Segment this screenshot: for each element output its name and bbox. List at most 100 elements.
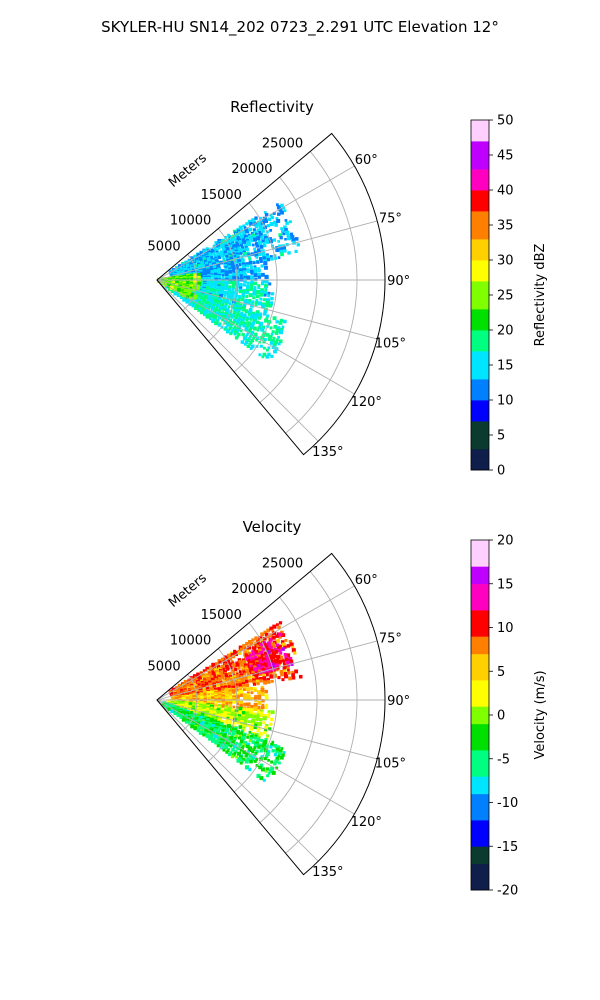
- azimuth-tick-label: 75°: [379, 631, 402, 646]
- colorbar-tick-label: -20: [497, 884, 518, 899]
- colorbar-tick-label: 15: [497, 577, 514, 592]
- colorbar-level: [471, 246, 489, 254]
- azimuth-spoke: [156, 279, 355, 395]
- colorbar-level: [471, 400, 489, 408]
- colorbar-tick-label: 40: [497, 184, 514, 199]
- colorbar-level: [471, 260, 489, 268]
- colorbar: -20 -15 -10 -5 0 5 10 15 20 Velocity (m/s): [470, 534, 548, 899]
- colorbar-tick-label: 5: [497, 429, 505, 444]
- colorbar-level: [471, 872, 489, 882]
- colorbar-level: [471, 776, 489, 786]
- colorbar-level: [471, 653, 489, 663]
- colorbar-level: [471, 463, 489, 471]
- colorbar-level: [471, 723, 489, 733]
- colorbar-level: [471, 863, 489, 873]
- colorbar-tick-label: 15: [497, 359, 514, 374]
- colorbar-level: [471, 610, 489, 620]
- colorbar-level: [471, 575, 489, 585]
- range-ring: [208, 228, 238, 342]
- polar-frame: [156, 552, 386, 876]
- colorbar-tick-label: 30: [497, 254, 514, 269]
- colorbar-level: [471, 732, 489, 742]
- range-tick-label: 20000: [231, 582, 272, 597]
- colorbar-level: [471, 645, 489, 655]
- colorbar-tick-label: 45: [497, 149, 514, 164]
- range-ring: [259, 596, 318, 823]
- colorbar-tick-label: 20: [497, 324, 514, 339]
- colorbar-level: [471, 379, 489, 387]
- azimuth-tick-label: 60°: [355, 153, 378, 168]
- colorbar-level: [471, 393, 489, 401]
- azimuth-tick-label: 105°: [375, 337, 406, 352]
- colorbar-level: [471, 855, 489, 865]
- panel-title: Velocity: [243, 518, 302, 536]
- range-tick-label: 5000: [148, 239, 181, 254]
- colorbar-level: [471, 134, 489, 142]
- colorbar-level: [471, 881, 489, 891]
- colorbar-level: [471, 337, 489, 345]
- colorbar-tick-label: 35: [497, 219, 514, 234]
- colorbar-level: [471, 421, 489, 429]
- azimuth-tick-label: 120°: [351, 395, 382, 410]
- colorbar-level: [471, 741, 489, 751]
- colorbar-level: [471, 435, 489, 443]
- colorbar-level: [471, 662, 489, 672]
- colorbar-level: [471, 127, 489, 135]
- colorbar-level: [471, 232, 489, 240]
- range-axis-label: Meters: [166, 151, 210, 191]
- colorbar-level: [471, 540, 489, 550]
- colorbar-level: [471, 295, 489, 303]
- colorbar-level: [471, 372, 489, 380]
- colorbar-level: [471, 288, 489, 296]
- colorbar-level: [471, 548, 489, 558]
- azimuth-tick-label: 135°: [312, 445, 343, 460]
- colorbar-level: [471, 225, 489, 233]
- colorbar-level: [471, 442, 489, 450]
- colorbar-level: [471, 750, 489, 760]
- colorbar-level: [471, 601, 489, 611]
- azimuth-tick-label: 60°: [355, 573, 378, 588]
- colorbar-level: [471, 407, 489, 415]
- colorbar: 0 5 10 15 20 25 30 35 40 45 50 Reflectivity dBZ: [470, 114, 548, 479]
- colorbar-label: Reflectivity dBZ: [533, 244, 548, 347]
- colorbar-tick-label: 50: [497, 114, 514, 129]
- reflectivity-panel: Reflectivity60°75°90°105°120°135°5000100…: [148, 98, 548, 479]
- colorbar-level: [471, 583, 489, 593]
- colorbar-level: [471, 197, 489, 205]
- azimuth-spoke: [156, 585, 355, 701]
- range-ring: [285, 151, 358, 434]
- colorbar-tick-label: -15: [497, 840, 518, 855]
- colorbar-level: [471, 358, 489, 366]
- azimuth-spoke: [156, 279, 378, 340]
- colorbar-level: [471, 566, 489, 576]
- panel-title: Reflectivity: [230, 98, 314, 116]
- colorbar-level: [471, 785, 489, 795]
- range-ring: [233, 622, 278, 793]
- colorbar-level: [471, 557, 489, 567]
- colorbar-level: [471, 592, 489, 602]
- range-tick-label: 25000: [262, 136, 303, 151]
- range-tick-label: 25000: [262, 556, 303, 571]
- range-tick-label: 10000: [170, 214, 211, 229]
- colorbar-tick-label: 10: [497, 394, 514, 409]
- colorbar-level: [471, 344, 489, 352]
- colorbar-level: [471, 155, 489, 163]
- colorbar-level: [471, 141, 489, 149]
- colorbar-tick-label: -10: [497, 796, 518, 811]
- colorbar-tick-label: 20: [497, 534, 514, 549]
- colorbar-tick-label: 10: [497, 621, 514, 636]
- colorbar-level: [471, 120, 489, 128]
- colorbar-level: [471, 456, 489, 464]
- azimuth-spoke: [156, 699, 378, 760]
- polar-frame: [156, 132, 386, 456]
- colorbar-level: [471, 302, 489, 310]
- colorbar-level: [471, 162, 489, 170]
- range-tick-label: 20000: [231, 162, 272, 177]
- colorbar-level: [471, 281, 489, 289]
- velocity-panel: Velocity 60° 75° 90° 105° 120° 135° 5000 10000 15…: [148, 518, 548, 899]
- azimuth-tick-label: 75°: [379, 211, 402, 226]
- colorbar-level: [471, 618, 489, 628]
- range-ring: [285, 571, 358, 854]
- colorbar-level: [471, 414, 489, 422]
